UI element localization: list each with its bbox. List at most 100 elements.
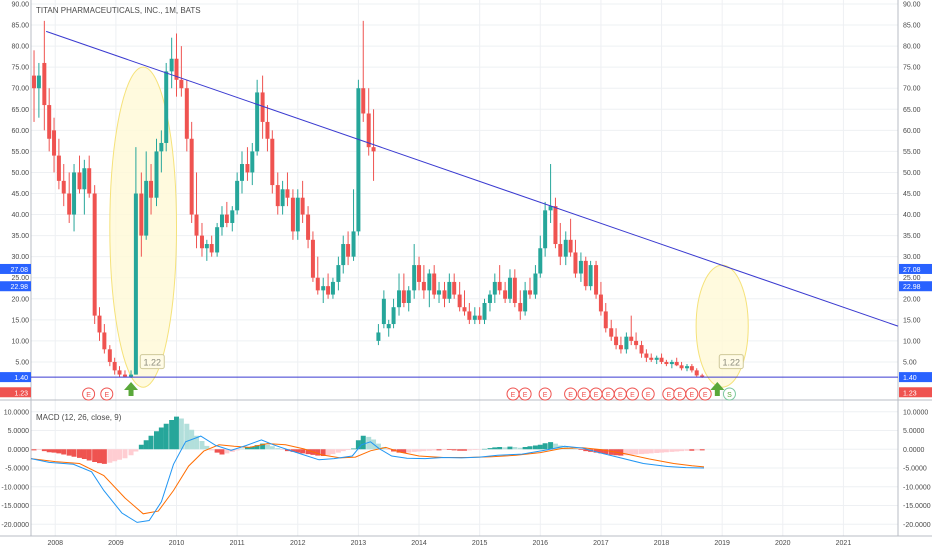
macd-title: MACD (12, 26, close, 9) [36, 413, 122, 422]
earnings-marker-label: E [606, 392, 611, 399]
macd-hist-bar-positive [199, 441, 205, 450]
earnings-marker-label: E [104, 392, 109, 399]
candle-body-up [548, 206, 553, 211]
macd-hist-bar-negative [51, 449, 57, 453]
earnings-marker-label: E [703, 392, 708, 399]
macd-hist-bar-negative [107, 449, 113, 463]
earnings-marker-icon [685, 387, 699, 401]
macd-hist-bar-positive [148, 435, 154, 450]
candle-body-up [133, 193, 138, 375]
candle-body-up [472, 315, 477, 320]
price-tick-label-right: 75.00 [903, 65, 921, 72]
candle-body-up [82, 168, 87, 190]
candle-body-up [543, 210, 548, 249]
price-tick-label-left: 50.00 [11, 170, 29, 177]
macd-hist-bar-negative [66, 449, 72, 456]
candle-body-down [32, 75, 37, 89]
time-tick-label: 2013 [351, 540, 367, 547]
candle-body-down [306, 214, 311, 240]
price-tick-label-right: 50.00 [903, 170, 921, 177]
candle-body-up [295, 197, 300, 232]
candle-body-down [149, 180, 154, 198]
candle-body-up [492, 281, 497, 295]
candle-body-down [558, 244, 563, 257]
candle-body-up [336, 265, 341, 282]
price-badge-label-right: 22.98 [903, 284, 921, 291]
macd-hist-bar-positive [572, 448, 578, 450]
macd-hist-bar-positive [174, 416, 180, 450]
macd-hist-bar-positive [360, 435, 366, 450]
candle-body-down [553, 206, 558, 245]
time-tick-label: 2016 [532, 540, 548, 547]
macd-hist-bar-negative [472, 449, 478, 450]
candle-body-up [356, 88, 361, 232]
macd-hist-bar-positive [512, 447, 518, 450]
macd-tick-label-right: -5.0000 [903, 466, 927, 473]
candle-body-down [609, 328, 614, 337]
macd-hist-bar-negative [659, 449, 665, 453]
candle-body-down [265, 121, 270, 139]
macd-hist-bar-negative [694, 449, 700, 451]
macd-hist-bar-negative [426, 449, 432, 451]
price-tick-label-left: 25.00 [11, 275, 29, 282]
macd-hist-bar-positive [542, 443, 548, 450]
macd-hist-bar-negative [684, 449, 690, 451]
price-tick-label-right: 85.00 [903, 23, 921, 30]
earnings-marker-icon [538, 387, 552, 401]
macd-hist-bar-negative [295, 449, 301, 453]
candle-body-down [77, 172, 82, 190]
candle-body-up [72, 172, 77, 215]
candle-body-down [139, 193, 144, 236]
price-badge-left [0, 387, 31, 398]
earnings-marker-label: E [568, 392, 573, 399]
macd-hist-bar-positive [244, 447, 250, 450]
macd-hist-bar-negative [396, 449, 402, 453]
macd-hist-bar-negative [446, 449, 452, 450]
price-tick-label-left: 70.00 [11, 86, 29, 93]
earnings-marker-label: S [727, 392, 732, 399]
macd-hist-bar-negative [431, 449, 437, 451]
price-tick-label-right: 25.00 [903, 275, 921, 282]
candle-body-down [512, 277, 517, 303]
candle-body-down [527, 290, 532, 295]
time-tick-label: 2019 [714, 540, 730, 547]
earnings-marker-icon [722, 387, 736, 401]
price-tick-label-left: 30.00 [11, 254, 29, 261]
candle-body-up [427, 273, 432, 291]
candle-body-down [674, 361, 679, 366]
macd-hist-bar-negative [224, 449, 230, 454]
price-tick-label-right: 70.00 [903, 86, 921, 93]
earnings-marker-icon [518, 387, 532, 401]
candle-body-down [417, 265, 422, 282]
candle-body-down [42, 62, 47, 106]
earnings-marker-label: E [543, 392, 548, 399]
macd-hist-bar-negative [340, 449, 346, 452]
candle-body-down [462, 307, 467, 312]
macd-tick-label-right: -10.0000 [903, 484, 931, 491]
candle-body-down [679, 365, 684, 369]
macd-hist-bar-negative [598, 449, 604, 454]
earnings-marker-label: E [511, 392, 516, 399]
candle-body-down [199, 235, 204, 249]
macd-hist-bar-negative [699, 449, 705, 451]
price-tick-label-left: 85.00 [11, 23, 29, 30]
chart-title: TITAN PHARMACEUTICALS, INC., 1M, BATS [36, 6, 201, 15]
candle-body-up [235, 180, 240, 211]
candle-body-up [406, 290, 411, 303]
price-callout-label: 1.22 [143, 358, 161, 368]
candle-body-up [578, 260, 583, 274]
macd-hist-bar-negative [633, 449, 639, 455]
candle-body-down [270, 138, 275, 186]
candle-body-down [315, 277, 320, 291]
macd-hist-bar-negative [56, 449, 62, 454]
time-tick-label: 2018 [654, 540, 670, 547]
price-tick-label-right: 80.00 [903, 44, 921, 51]
candle-body-down [598, 294, 603, 312]
candle-body-up [204, 244, 209, 249]
macd-hist-bar-positive [163, 423, 169, 450]
candle-body-down [659, 357, 664, 362]
price-tick-label-right: 65.00 [903, 107, 921, 114]
price-tick-label-right: 30.00 [903, 254, 921, 261]
price-badge-label-left: 1.23 [14, 390, 28, 397]
